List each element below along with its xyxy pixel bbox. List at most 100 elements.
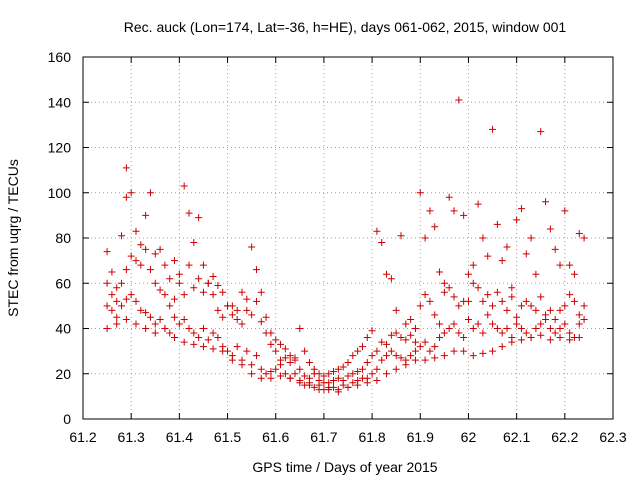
data-point xyxy=(513,320,521,328)
data-point xyxy=(450,347,458,355)
data-point xyxy=(397,232,405,240)
data-point xyxy=(373,347,381,355)
data-point xyxy=(474,320,482,328)
data-point xyxy=(489,320,497,328)
data-point xyxy=(296,365,304,373)
data-point xyxy=(286,358,294,366)
data-point xyxy=(522,250,530,258)
data-point xyxy=(566,291,574,299)
data-point xyxy=(508,338,516,346)
data-point xyxy=(551,315,559,323)
data-point xyxy=(277,361,285,369)
data-point xyxy=(426,347,434,355)
data-point xyxy=(440,279,448,287)
x-tick-label: 61.6 xyxy=(262,429,289,445)
data-point xyxy=(566,336,574,344)
data-point xyxy=(469,261,477,269)
data-point xyxy=(484,291,492,299)
data-point xyxy=(546,225,554,233)
data-point xyxy=(209,291,217,299)
data-point xyxy=(142,325,150,332)
data-point xyxy=(180,291,188,299)
data-point xyxy=(493,220,501,228)
data-point xyxy=(532,270,540,278)
data-point xyxy=(460,334,468,342)
data-point xyxy=(373,377,381,385)
data-point xyxy=(151,279,159,287)
data-point xyxy=(301,372,309,380)
data-point xyxy=(334,365,342,373)
data-point xyxy=(498,343,506,351)
data-point xyxy=(368,327,376,335)
data-point xyxy=(180,338,188,346)
data-point xyxy=(575,229,583,237)
data-point xyxy=(103,302,111,310)
data-point xyxy=(113,284,121,292)
data-point xyxy=(411,347,419,355)
data-point xyxy=(556,306,564,314)
data-point xyxy=(469,279,477,287)
data-point xyxy=(378,239,386,247)
y-tick-label: 0 xyxy=(63,411,71,427)
data-point xyxy=(402,320,410,328)
data-point xyxy=(291,370,299,378)
data-point xyxy=(238,288,246,296)
data-point xyxy=(262,313,270,321)
data-point xyxy=(248,361,256,369)
data-point xyxy=(334,374,342,382)
data-point xyxy=(431,311,439,319)
y-tick-label: 20 xyxy=(55,366,71,382)
data-point xyxy=(445,284,453,292)
data-point xyxy=(209,272,217,280)
data-point xyxy=(252,352,260,360)
data-point xyxy=(156,245,164,253)
data-point xyxy=(527,302,535,310)
data-point xyxy=(146,313,154,321)
data-point xyxy=(363,379,371,387)
data-point xyxy=(354,381,362,389)
data-point xyxy=(330,383,338,391)
data-point xyxy=(103,279,111,287)
data-point xyxy=(344,383,352,391)
data-point xyxy=(542,315,550,323)
data-point xyxy=(190,239,198,247)
axes: 61.2 61.3 61.4 61.5 61.6 61.7 61.8 61.9 62 62.1 62… xyxy=(48,49,627,445)
data-point xyxy=(411,325,419,332)
data-point xyxy=(325,370,333,378)
data-point xyxy=(527,234,535,242)
data-point xyxy=(252,297,260,305)
data-point xyxy=(460,211,468,219)
data-point xyxy=(513,313,521,321)
data-point xyxy=(118,279,126,287)
x-tick-label: 62.2 xyxy=(551,429,578,445)
data-point xyxy=(527,334,535,342)
data-point xyxy=(517,325,525,332)
data-point xyxy=(108,306,116,314)
data-point xyxy=(209,345,217,353)
data-point xyxy=(407,315,415,323)
data-point xyxy=(445,325,453,332)
data-point xyxy=(199,261,207,269)
data-point xyxy=(455,302,463,310)
data-point xyxy=(339,381,347,389)
data-point xyxy=(397,354,405,362)
data-point xyxy=(175,279,183,287)
data-point xyxy=(262,370,270,378)
data-point xyxy=(556,325,564,332)
data-point xyxy=(257,318,265,326)
data-point xyxy=(522,297,530,305)
data-point xyxy=(233,343,241,351)
data-point xyxy=(474,284,482,292)
data-point xyxy=(383,352,391,360)
x-tick-label: 62.1 xyxy=(503,429,530,445)
chart-title: Rec. auck (Lon=174, Lat=-36, h=HE), days… xyxy=(124,19,567,35)
data-point xyxy=(190,284,198,292)
data-point xyxy=(517,302,525,310)
data-point xyxy=(416,189,424,197)
data-point xyxy=(127,189,135,197)
data-point xyxy=(296,377,304,385)
data-point xyxy=(508,293,516,301)
data-point xyxy=(122,164,130,172)
x-tick-label: 62 xyxy=(461,429,477,445)
